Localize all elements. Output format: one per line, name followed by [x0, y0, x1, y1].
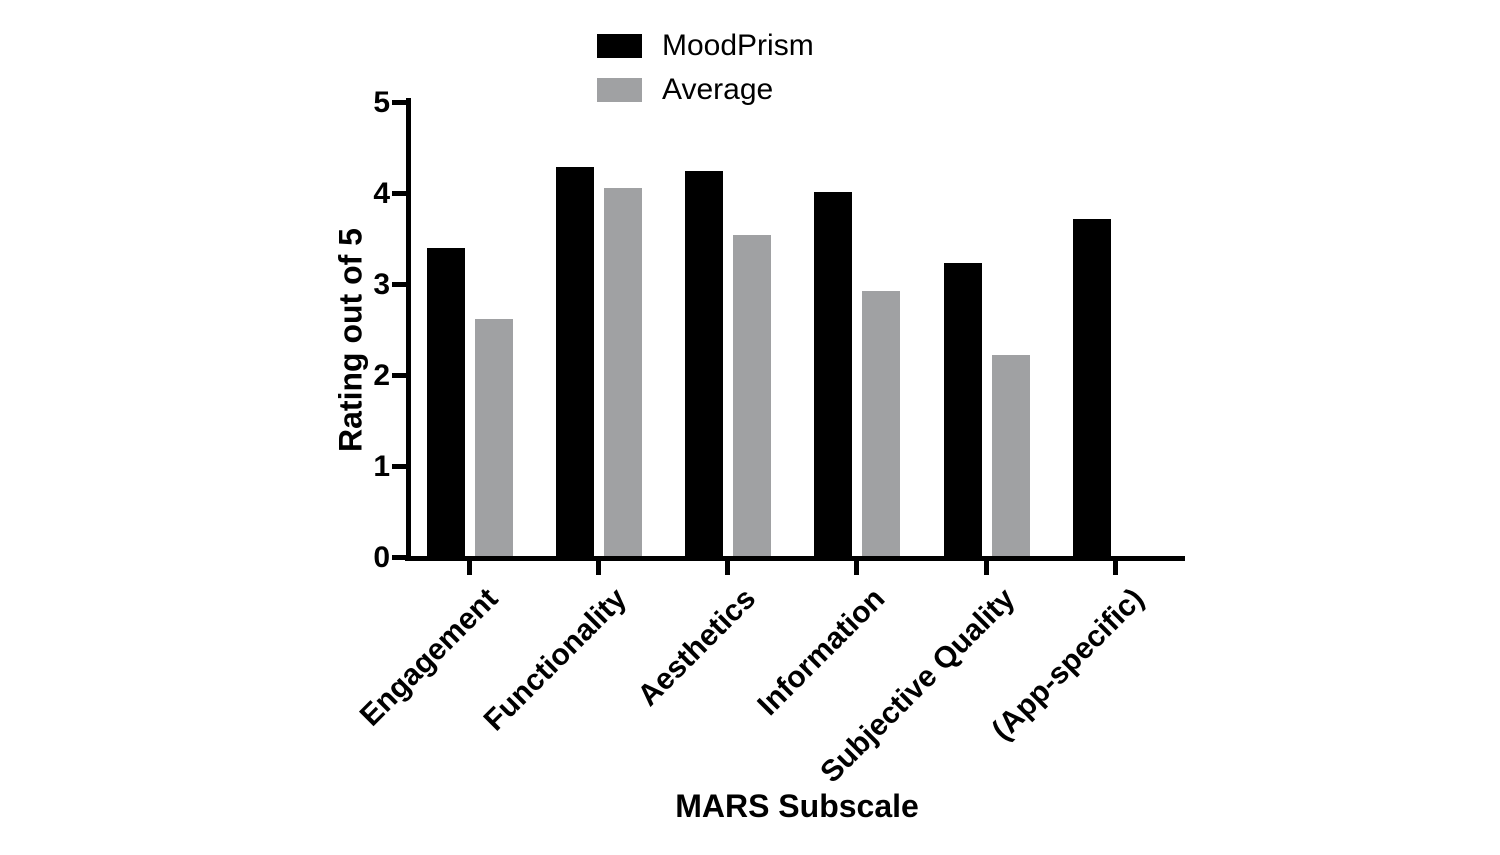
legend-item-average: Average: [597, 73, 814, 106]
y-tick-4: [392, 191, 406, 196]
legend-label-average: Average: [662, 73, 774, 106]
bar-moodprism-app-specific: [1073, 219, 1111, 556]
y-tick-label-2: 2: [373, 359, 390, 392]
y-tick-2: [392, 373, 406, 378]
y-tick-label-3: 3: [373, 268, 390, 301]
x-axis-title: MARS Subscale: [675, 788, 919, 824]
bar-average-engagement: [475, 318, 513, 556]
x-axis-line: [405, 556, 1185, 561]
bar-moodprism-subjective-quality: [944, 262, 982, 556]
x-tick-aesthetics: [725, 561, 730, 575]
x-tick-information: [854, 561, 859, 575]
bar-moodprism-aesthetics: [685, 171, 723, 556]
y-tick-0: [392, 555, 406, 560]
y-tick-label-0: 0: [373, 541, 390, 574]
bar-moodprism-engagement: [427, 248, 465, 556]
y-tick-label-1: 1: [373, 450, 390, 483]
x-tick-app-specific: [1113, 561, 1118, 575]
x-tick-functionality: [596, 561, 601, 575]
chart-legend: MoodPrism Average: [597, 29, 814, 106]
y-tick-label-4: 4: [373, 177, 390, 210]
y-tick-1: [392, 464, 406, 469]
bar-average-aesthetics: [733, 234, 771, 556]
y-tick-5: [392, 100, 406, 105]
legend-swatch-average: [597, 78, 642, 102]
bar-average-functionality: [604, 188, 642, 556]
legend-label-moodprism: MoodPrism: [662, 29, 814, 62]
y-tick-3: [392, 282, 406, 287]
bar-moodprism-information: [814, 192, 852, 556]
bar-average-information: [862, 291, 900, 556]
y-axis-title: Rating out of 5: [332, 228, 369, 452]
x-tick-engagement: [467, 561, 472, 575]
bar-average-subjective-quality: [992, 354, 1030, 556]
x-tick-subjective-quality: [984, 561, 989, 575]
y-tick-label-5: 5: [373, 86, 390, 119]
category-label: Aesthetics: [631, 582, 763, 713]
legend-item-moodprism: MoodPrism: [597, 29, 814, 62]
plot-area: 0 1 2 3 4 5 Engagement Functionality Aesthetics I…: [354, 86, 1185, 789]
bar-moodprism-functionality: [556, 167, 594, 556]
category-label: Information: [751, 582, 892, 723]
y-axis-line: [406, 98, 411, 561]
legend-swatch-moodprism: [597, 34, 642, 58]
